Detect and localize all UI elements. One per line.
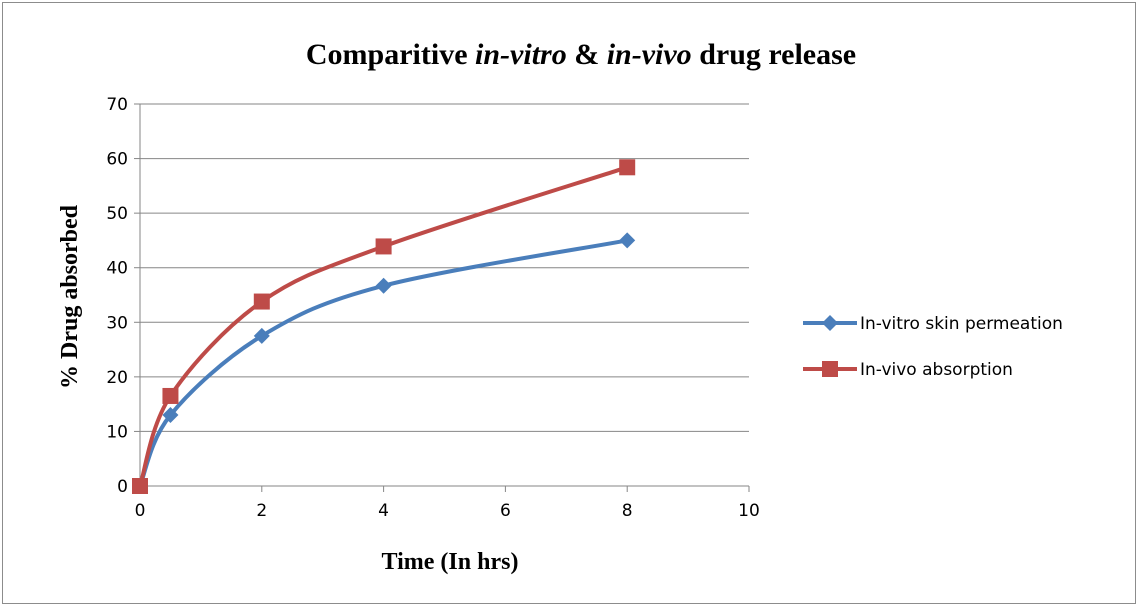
x-tick-label-6: 6	[500, 501, 511, 521]
y-tick-label-10: 10	[106, 422, 128, 442]
line-chart: Comparitive in-vitro & in-vivo drug rele…	[57, 38, 1063, 575]
data-point-1-1	[162, 387, 179, 404]
legend-marker-0	[822, 315, 838, 331]
gridlines	[140, 103, 749, 432]
data-point-0-3	[375, 277, 392, 294]
data-point-1-0	[132, 478, 148, 494]
legend-marker-1	[822, 361, 838, 377]
data-point-1-3	[375, 238, 392, 255]
y-tick-label-0: 0	[117, 477, 128, 497]
data-point-0-4	[619, 232, 636, 249]
title-part-4: drug release	[692, 38, 856, 71]
y-tick-label-20: 20	[106, 368, 128, 388]
x-tick-label-8: 8	[622, 501, 633, 521]
y-axis-title: % Drug absorbed	[57, 204, 83, 389]
data-point-0-1	[162, 407, 179, 424]
title-part-1: in-vitro	[475, 38, 567, 71]
data-point-1-4	[619, 159, 636, 176]
chart-title: Comparitive in-vitro & in-vivo drug rele…	[306, 38, 856, 71]
x-tick-label-10: 10	[738, 501, 760, 521]
title-part-3: in-vivo	[607, 38, 692, 71]
data-point-1-2	[253, 293, 270, 310]
y-tick-label-60: 60	[106, 150, 128, 170]
x-tick-label-2: 2	[256, 501, 267, 521]
legend-item-0: In-vitro skin permeation	[803, 314, 1063, 334]
legend-item-1: In-vivo absorption	[803, 360, 1013, 380]
axes: 0 10 20 30 40 50 60 70 0 2 4 6 8 10	[106, 95, 759, 521]
x-tick-label-4: 4	[378, 501, 389, 521]
series-1	[132, 159, 636, 494]
legend-label-0: In-vitro skin permeation	[860, 314, 1063, 334]
title-part-2: &	[567, 38, 607, 71]
series-line-0	[138, 238, 630, 488]
y-tick-label-50: 50	[106, 204, 128, 224]
x-axis-title: Time (In hrs)	[382, 549, 519, 575]
title-part-0: Comparitive	[306, 38, 475, 71]
series-line-1	[138, 165, 630, 488]
series-layer	[132, 159, 636, 494]
y-tick-label-40: 40	[106, 259, 128, 279]
y-tick-label-30: 30	[106, 313, 128, 333]
series-0	[132, 232, 636, 494]
legend-label-1: In-vivo absorption	[860, 360, 1013, 380]
y-tick-label-70: 70	[106, 95, 128, 115]
x-tick-label-0: 0	[135, 501, 146, 521]
legend: In-vitro skin permeation In-vivo absorpti…	[803, 314, 1063, 380]
